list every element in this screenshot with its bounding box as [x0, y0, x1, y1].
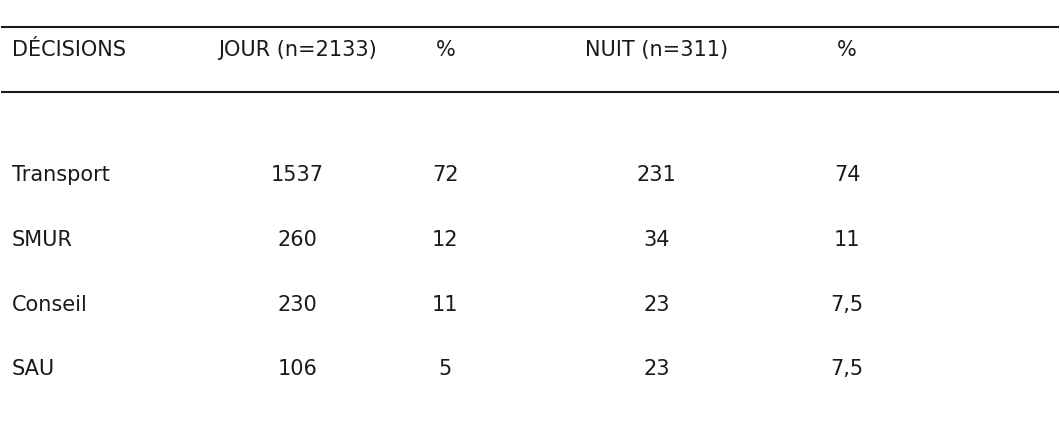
Text: 7,5: 7,5 — [831, 295, 864, 315]
Text: 34: 34 — [643, 230, 670, 250]
Text: NUIT (n=311): NUIT (n=311) — [585, 40, 728, 60]
Text: DÉCISIONS: DÉCISIONS — [12, 40, 126, 60]
Text: 231: 231 — [637, 165, 676, 185]
Text: 11: 11 — [432, 295, 459, 315]
Text: Conseil: Conseil — [12, 295, 88, 315]
Text: 74: 74 — [834, 165, 861, 185]
Text: Transport: Transport — [12, 165, 110, 185]
Text: 23: 23 — [643, 295, 670, 315]
Text: %: % — [436, 40, 456, 60]
Text: JOUR (n=2133): JOUR (n=2133) — [218, 40, 376, 60]
Text: 11: 11 — [834, 230, 861, 250]
Text: SAU: SAU — [12, 359, 55, 379]
Text: 72: 72 — [432, 165, 459, 185]
Text: 5: 5 — [439, 359, 452, 379]
Text: 260: 260 — [278, 230, 317, 250]
Text: SMUR: SMUR — [12, 230, 73, 250]
Text: 106: 106 — [278, 359, 317, 379]
Text: 23: 23 — [643, 359, 670, 379]
Text: 230: 230 — [278, 295, 317, 315]
Text: 7,5: 7,5 — [831, 359, 864, 379]
Text: 12: 12 — [432, 230, 459, 250]
Text: 1537: 1537 — [271, 165, 324, 185]
Text: %: % — [837, 40, 858, 60]
